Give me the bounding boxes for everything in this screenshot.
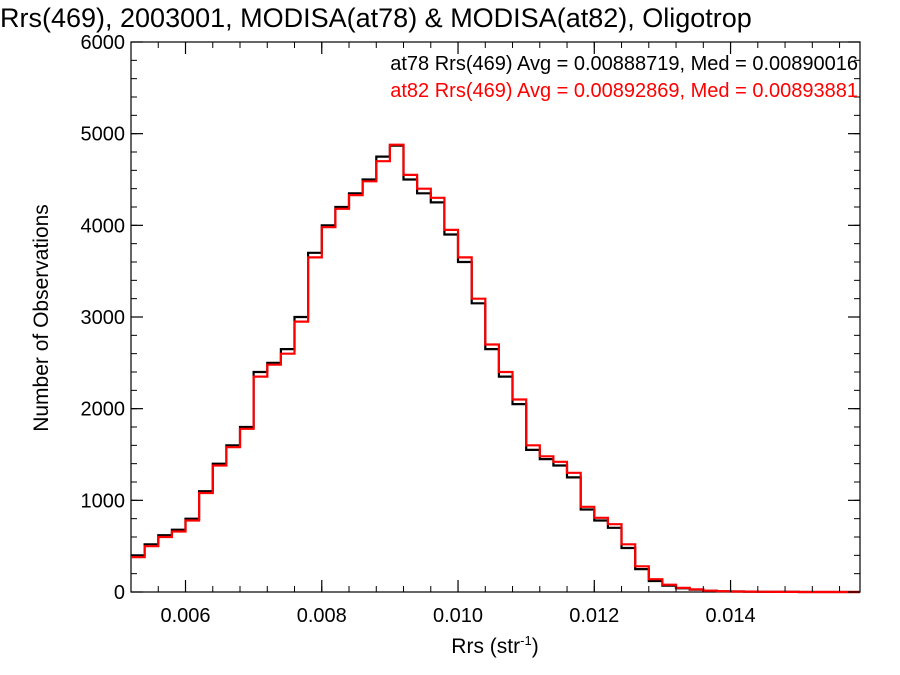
x-tick-label: 0.006	[160, 605, 210, 627]
series-line-at82	[131, 143, 860, 594]
plot-frame	[130, 41, 861, 593]
x-tick-label: 0.014	[706, 605, 756, 627]
legend-entry-at78: at78 Rrs(469) Avg = 0.00888719, Med = 0.…	[390, 53, 858, 75]
chart-title: Rrs(469), 2003001, MODISA(at78) & MODISA…	[0, 3, 752, 33]
x-axis-label-main: Rrs (str	[451, 635, 520, 658]
plot-area	[130, 41, 861, 593]
x-axis-label-superscript: -1	[520, 633, 532, 648]
legend-entry-at82: at82 Rrs(469) Avg = 0.00892869, Med = 0.…	[390, 80, 858, 102]
y-tick-label: 3000	[81, 307, 126, 329]
y-tick-label: 0	[114, 582, 125, 604]
y-axis-label: Number of Observations	[30, 204, 53, 432]
x-tick-label: 0.010	[433, 605, 483, 627]
y-tick-label: 5000	[81, 124, 126, 146]
y-tick-label: 2000	[81, 399, 126, 421]
axes-layer: 0.006 0.008 0.010 0.012 0.014 0 1000 2000 3000 40…	[81, 32, 860, 627]
x-tick-label: 0.012	[569, 605, 619, 627]
series-layer	[131, 143, 860, 594]
x-axis-label: Rrs (str-1)	[451, 633, 538, 658]
x-axis-label-suffix: )	[532, 635, 539, 658]
x-tick-label: 0.008	[297, 605, 347, 627]
series-line-at78	[131, 144, 860, 594]
y-tick-label: 6000	[81, 32, 126, 54]
y-tick-label: 4000	[81, 215, 126, 237]
y-tick-label: 1000	[81, 490, 126, 512]
